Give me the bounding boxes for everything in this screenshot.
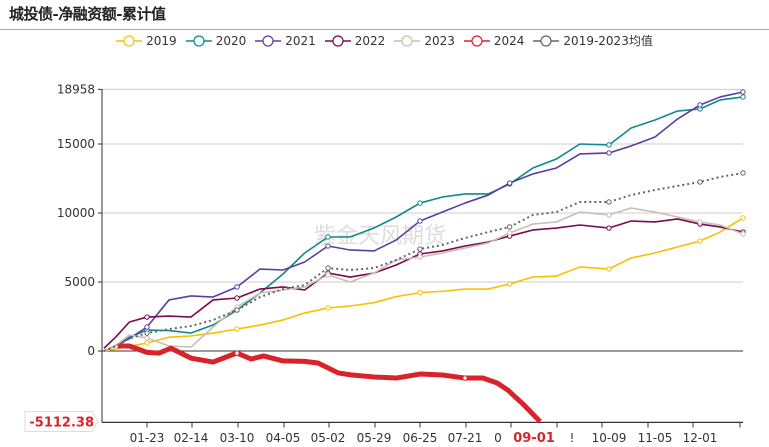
- series-line: [117, 343, 542, 424]
- data-point: [506, 180, 513, 186]
- x-tick-label: 05-29: [357, 431, 392, 445]
- data-point: [740, 94, 746, 100]
- legend-item-2021[interactable]: 2021: [255, 32, 316, 49]
- data-point: [606, 142, 612, 148]
- legend-label: 2021: [285, 33, 316, 48]
- x-tick-label: 0: [494, 431, 502, 445]
- data-point: [417, 289, 423, 296]
- x-tick-label: 03-10: [220, 431, 255, 445]
- legend-item-2023[interactable]: 2023: [394, 32, 455, 49]
- y-tick-label: 5000: [64, 275, 95, 289]
- x-tick-label: 01-23: [130, 431, 165, 445]
- data-point: [417, 200, 423, 206]
- data-point: [144, 324, 150, 330]
- legend-item-2022[interactable]: 2022: [324, 32, 386, 49]
- legend-marker-icon: [185, 34, 212, 47]
- data-point: [144, 340, 150, 346]
- data-point: [606, 225, 612, 231]
- series-line: [103, 171, 744, 352]
- data-point: [325, 305, 331, 311]
- data-point: [144, 314, 150, 320]
- legend-item-2024[interactable]: 2024: [463, 32, 525, 49]
- legend-item-2020[interactable]: 2020: [185, 32, 247, 49]
- data-point: [740, 231, 746, 237]
- x-tick-label: 04-05: [266, 431, 301, 445]
- x-tick-label: 06-25: [403, 431, 438, 445]
- y-highlight-box: -5112.38: [24, 411, 99, 433]
- data-point: [417, 218, 423, 224]
- legend-label: 2019-2023均值: [563, 34, 653, 48]
- highlight-box-bg: [24, 411, 99, 433]
- data-point: [325, 234, 331, 240]
- data-point: [144, 330, 150, 336]
- legend-item-2019[interactable]: 2019: [116, 32, 177, 49]
- data-point: [234, 326, 240, 332]
- legend-marker-icon: [116, 34, 143, 47]
- data-point: [697, 179, 703, 185]
- series-line: [103, 217, 744, 352]
- series-line: [103, 96, 744, 352]
- legend-label: 2022: [354, 33, 386, 48]
- y-highlight-label: -5112.38: [29, 416, 94, 431]
- series-2019-2023均值: [103, 170, 746, 352]
- y-tick-label: 0: [87, 344, 95, 358]
- x-tick-label: 09-01: [513, 431, 555, 446]
- data-point: [506, 230, 513, 236]
- series-2021: [103, 89, 746, 352]
- data-point: [462, 375, 468, 381]
- data-point: [697, 219, 703, 225]
- data-point: [740, 215, 746, 221]
- data-point: [417, 246, 423, 252]
- legend-marker-icon: [255, 34, 282, 47]
- data-point: [144, 335, 150, 341]
- series-2020: [103, 94, 746, 352]
- series-line: [103, 207, 744, 352]
- legend-label: 2020: [215, 33, 247, 48]
- y-tick-label: 18958: [57, 82, 95, 96]
- data-point: [697, 238, 703, 244]
- legend-marker-icon: [394, 34, 421, 47]
- data-point: [325, 265, 331, 271]
- x-tick-label: 02-14: [174, 431, 209, 445]
- data-point: [506, 224, 513, 230]
- data-point: [325, 243, 331, 249]
- series-line: [103, 218, 744, 349]
- x-tick-label: 05-02: [311, 431, 346, 445]
- legend-marker-icon: [324, 34, 351, 47]
- data-point: [740, 89, 746, 95]
- data-point: [417, 254, 423, 260]
- x-tick-label: 12-01: [683, 431, 718, 445]
- legend-label: 2023: [424, 33, 455, 48]
- data-point: [740, 170, 746, 176]
- legend: 2019 2020 2021 2022 2023 2024 2019-2023均值: [0, 32, 769, 49]
- data-point: [606, 199, 612, 205]
- x-tick-label: !: [570, 431, 575, 445]
- legend-item-2019-2023均值[interactable]: 2019-2023均值: [533, 32, 653, 49]
- data-point: [234, 284, 240, 290]
- data-point: [606, 266, 612, 272]
- legend-marker-icon: [463, 34, 490, 47]
- x-tick-label: 07-21: [448, 431, 483, 445]
- chart-title: 城投债-净融资额-累计值: [9, 5, 166, 23]
- data-point: [234, 307, 240, 313]
- series-line: [103, 91, 744, 352]
- legend-marker-icon: [533, 34, 560, 47]
- series-2019: [103, 215, 746, 352]
- x-tick-label: 11-05: [638, 431, 673, 445]
- y-tick-label: 10000: [57, 206, 95, 220]
- data-point: [697, 102, 703, 108]
- data-point: [234, 350, 240, 356]
- series-2024: [117, 343, 542, 424]
- data-point: [325, 272, 331, 278]
- x-tick-label: 10-09: [592, 431, 627, 445]
- data-point: [606, 150, 612, 156]
- data-point: [506, 281, 513, 287]
- data-point: [606, 212, 612, 218]
- data-point: [234, 295, 240, 301]
- y-tick-label: 15000: [57, 137, 95, 151]
- title-divider: [0, 29, 769, 30]
- legend-label: 2019: [146, 33, 177, 48]
- legend-label: 2024: [493, 33, 525, 48]
